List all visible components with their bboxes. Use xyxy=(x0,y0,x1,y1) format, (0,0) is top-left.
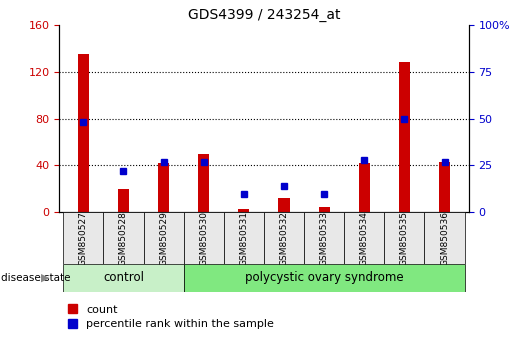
Bar xyxy=(439,162,450,212)
Bar xyxy=(158,163,169,212)
Bar xyxy=(63,212,104,264)
Bar xyxy=(304,212,344,264)
Bar xyxy=(144,212,184,264)
Bar xyxy=(238,209,249,212)
Bar xyxy=(319,206,330,212)
Text: polycystic ovary syndrome: polycystic ovary syndrome xyxy=(245,272,403,284)
Text: control: control xyxy=(103,272,144,284)
Bar xyxy=(344,212,384,264)
Bar xyxy=(358,163,370,212)
Text: disease state: disease state xyxy=(1,273,71,283)
Text: GSM850533: GSM850533 xyxy=(320,211,329,266)
Text: GSM850535: GSM850535 xyxy=(400,211,409,266)
Bar xyxy=(279,198,289,212)
Text: GSM850532: GSM850532 xyxy=(280,211,288,266)
Bar xyxy=(424,212,465,264)
Legend: count, percentile rank within the sample: count, percentile rank within the sample xyxy=(65,301,277,332)
Text: GSM850534: GSM850534 xyxy=(360,211,369,266)
Text: GSM850528: GSM850528 xyxy=(119,211,128,266)
Bar xyxy=(384,212,424,264)
Title: GDS4399 / 243254_at: GDS4399 / 243254_at xyxy=(187,8,340,22)
Bar xyxy=(78,54,89,212)
Bar xyxy=(63,264,184,292)
Bar xyxy=(118,189,129,212)
Bar xyxy=(198,154,209,212)
Text: GSM850530: GSM850530 xyxy=(199,211,208,266)
Text: GSM850531: GSM850531 xyxy=(239,211,248,266)
Bar xyxy=(184,264,465,292)
Bar xyxy=(184,212,224,264)
Text: GSM850527: GSM850527 xyxy=(79,211,88,266)
Text: ▶: ▶ xyxy=(41,273,49,283)
Bar xyxy=(224,212,264,264)
Bar xyxy=(399,62,410,212)
Text: GSM850536: GSM850536 xyxy=(440,211,449,266)
Bar xyxy=(264,212,304,264)
Bar xyxy=(104,212,144,264)
Text: GSM850529: GSM850529 xyxy=(159,211,168,266)
